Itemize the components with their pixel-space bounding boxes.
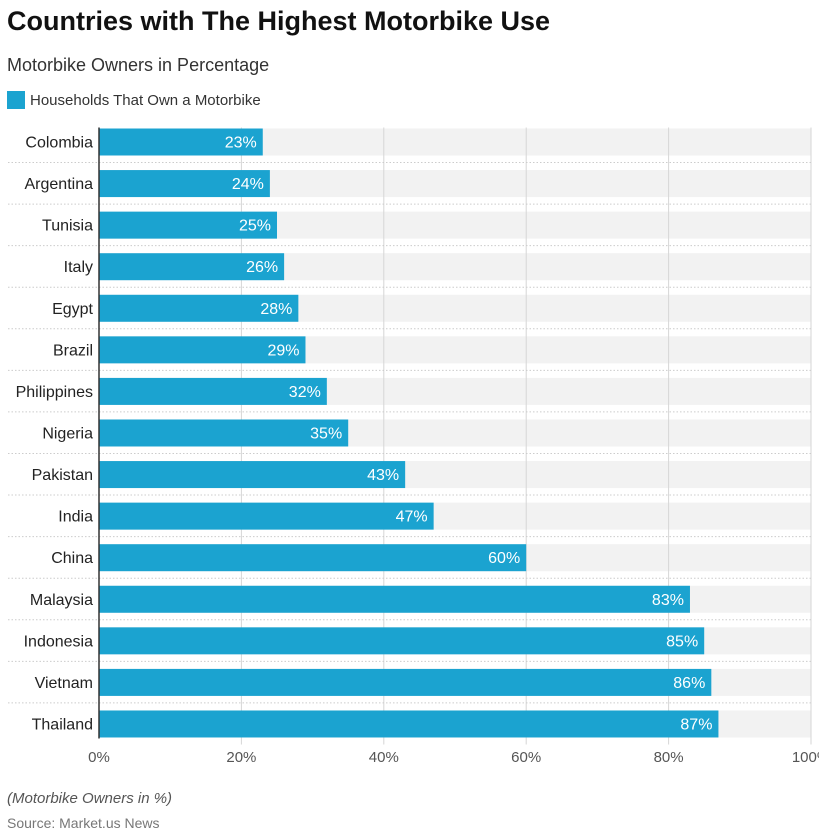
chart-subtitle: Motorbike Owners in Percentage [7,55,270,75]
category-label: Colombia [25,135,93,152]
bar [99,336,306,364]
bar [99,377,327,405]
bar [99,502,434,530]
category-label: Egypt [52,301,93,318]
bar [99,419,349,447]
legend: Households That Own a Motorbike [7,91,261,109]
bar [99,128,263,156]
bar [99,211,277,239]
data-label: 85% [666,633,698,650]
category-label: China [51,550,93,567]
legend-label: Households That Own a Motorbike [30,91,261,109]
category-label: Indonesia [24,633,93,650]
category-label: Pakistan [32,467,93,484]
x-tick-label: 20% [226,749,256,766]
category-label: India [58,509,93,526]
x-tick-label: 40% [369,749,399,766]
x-tick-label: 60% [511,749,541,766]
x-tick-label: 100% [792,749,819,766]
data-label: 26% [246,259,278,276]
bar [99,253,285,281]
bar [99,544,527,572]
data-label: 25% [239,218,271,235]
data-label: 43% [367,467,399,484]
category-label: Argentina [25,176,94,193]
data-label: 35% [310,425,342,442]
x-tick-label: 0% [88,749,110,766]
data-label: 23% [225,135,257,152]
bar [99,668,712,696]
data-label: 87% [680,716,712,733]
bar [99,294,299,322]
chart-title: Countries with The Highest Motorbike Use [7,6,551,36]
bar [99,627,705,655]
data-label: 32% [289,384,321,401]
data-label: 24% [232,176,264,193]
data-label: 86% [673,675,705,692]
data-label: 47% [396,509,428,526]
bar [99,585,690,613]
data-label: 83% [652,592,684,609]
chart-source: Source: Market.us News [7,815,160,831]
data-label: 29% [267,342,299,359]
category-label: Malaysia [30,592,93,609]
data-label: 28% [260,301,292,318]
data-label: 60% [488,550,520,567]
category-label: Philippines [16,384,93,401]
chart-note: (Motorbike Owners in %) [7,790,173,807]
x-tick-label: 80% [654,749,684,766]
bar [99,170,270,198]
category-label: Italy [64,259,93,276]
category-label: Tunisia [42,218,93,235]
category-label: Nigeria [42,425,93,442]
category-label: Thailand [32,716,93,733]
bar [99,461,406,489]
bar [99,710,719,738]
category-label: Brazil [53,342,93,359]
category-label: Vietnam [35,675,93,692]
legend-swatch [7,91,25,109]
